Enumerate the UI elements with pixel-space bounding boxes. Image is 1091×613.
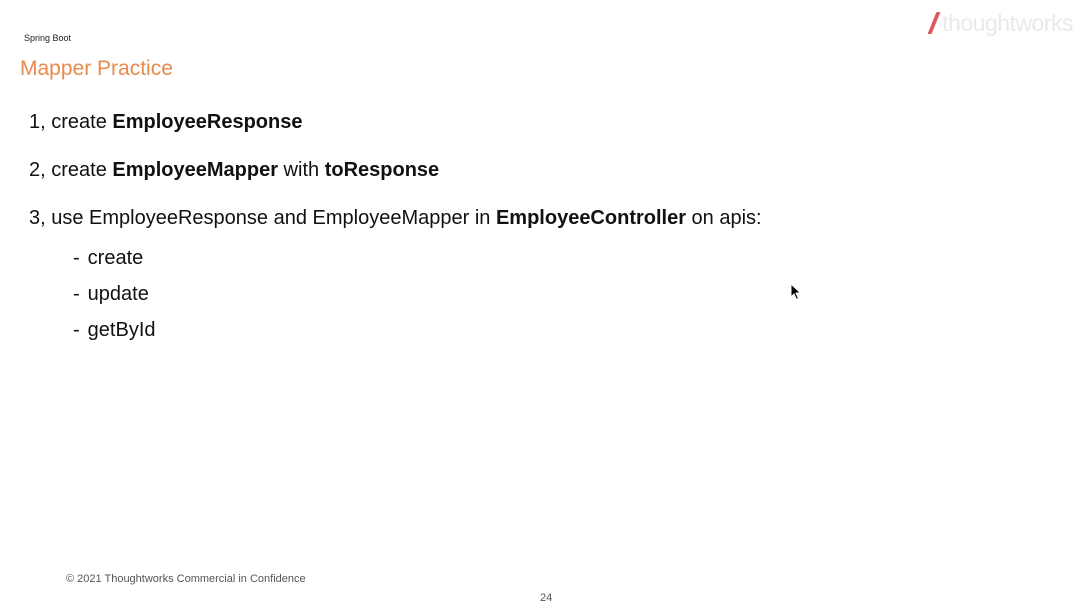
copyright-footer: © 2021 Thoughtworks Commercial in Confid… <box>66 573 306 585</box>
api-list: - create - update - getById <box>29 240 762 348</box>
logo-text: thoughtworks <box>942 9 1073 36</box>
dash-bullet: - <box>73 247 80 269</box>
dash-bullet: - <box>73 283 80 305</box>
step-bold: EmployeeMapper <box>112 159 278 181</box>
step-text: on apis: <box>686 207 762 229</box>
dash-bullet: - <box>73 319 80 341</box>
section-label: Spring Boot <box>24 33 72 43</box>
mouse-pointer-icon <box>790 283 802 301</box>
api-item: - getById <box>73 312 762 348</box>
api-label: getById <box>87 319 156 341</box>
step-3: 3, use EmployeeResponse and EmployeeMapp… <box>29 204 762 232</box>
step-text: 2, create <box>29 159 113 181</box>
step-text: with <box>278 159 325 181</box>
api-item: - update <box>73 276 762 312</box>
page-number: 24 <box>540 592 553 604</box>
step-text: 3, use EmployeeResponse and EmployeeMapp… <box>29 207 496 229</box>
step-bold: EmployeeResponse <box>112 111 303 133</box>
logo-slash-icon <box>929 12 939 34</box>
step-1: 1, create EmployeeResponse <box>29 108 762 136</box>
step-bold: toResponse <box>324 159 440 181</box>
slide-title: Mapper Practice <box>20 57 173 80</box>
steps-list: 1, create EmployeeResponse 2, create Emp… <box>29 108 762 348</box>
step-text: 1, create <box>29 111 113 133</box>
thoughtworks-logo: thoughtworks <box>929 8 1073 38</box>
api-item: - create <box>73 240 762 276</box>
api-label: update <box>87 283 149 305</box>
api-label: create <box>87 247 144 269</box>
step-2: 2, create EmployeeMapper with toResponse <box>29 156 762 184</box>
step-bold: EmployeeController <box>495 207 686 229</box>
